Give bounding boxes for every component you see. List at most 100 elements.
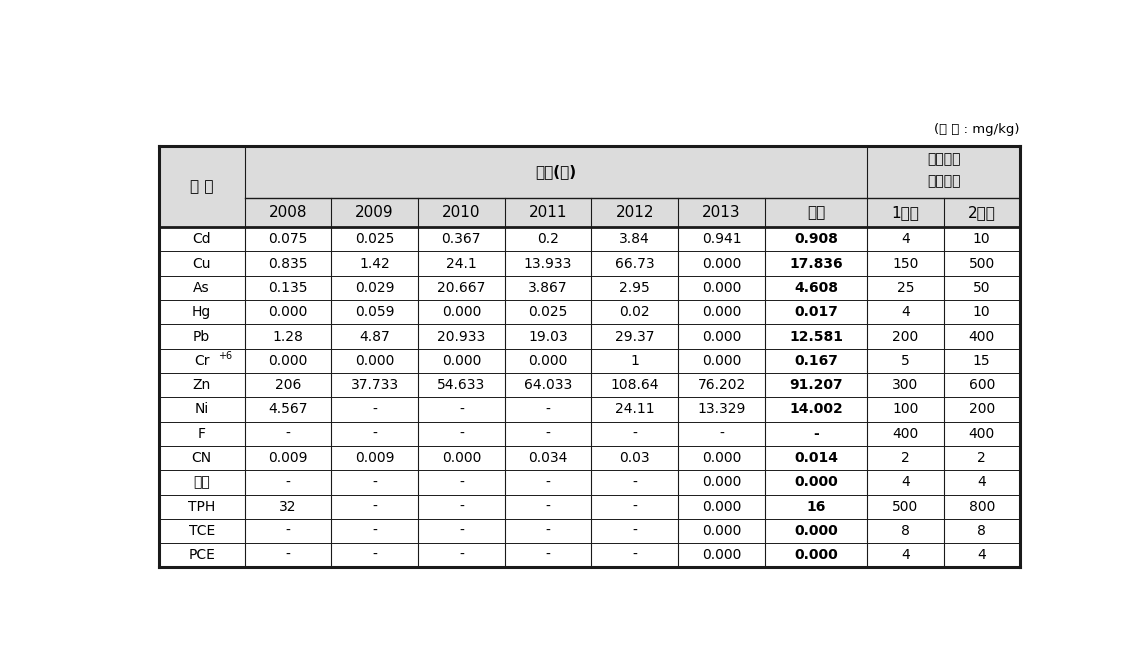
Text: -: -	[458, 549, 464, 562]
Text: 800: 800	[968, 500, 994, 514]
Text: 0.000: 0.000	[702, 549, 741, 562]
Text: 0.000: 0.000	[702, 524, 741, 538]
Text: -: -	[632, 475, 638, 489]
Text: 600: 600	[968, 378, 994, 392]
Text: 0.000: 0.000	[702, 451, 741, 465]
Text: 37.733: 37.733	[351, 378, 399, 392]
Text: 0.017: 0.017	[794, 306, 838, 319]
Text: -: -	[286, 475, 290, 489]
Text: (단 위 : mg/kg): (단 위 : mg/kg)	[934, 123, 1020, 136]
Text: 200: 200	[893, 330, 919, 344]
Text: 14.002: 14.002	[789, 402, 842, 417]
Text: 8: 8	[977, 524, 986, 538]
Text: 3.84: 3.84	[620, 232, 650, 246]
Text: 32: 32	[279, 500, 297, 514]
Text: 24.11: 24.11	[615, 402, 655, 417]
Text: 29.37: 29.37	[615, 330, 655, 344]
Text: 19.03: 19.03	[528, 330, 568, 344]
Text: CN: CN	[192, 451, 211, 465]
Bar	[159, 470, 1020, 495]
Text: 0.03: 0.03	[620, 451, 650, 465]
Text: 4: 4	[901, 475, 910, 489]
Text: -: -	[458, 475, 464, 489]
Text: 0.000: 0.000	[702, 330, 741, 344]
Text: -: -	[286, 427, 290, 441]
Text: 64.033: 64.033	[523, 378, 573, 392]
Text: -: -	[373, 475, 377, 489]
Text: 1지역: 1지역	[892, 205, 919, 220]
Text: 1.28: 1.28	[272, 330, 303, 344]
Text: 4.567: 4.567	[269, 402, 307, 417]
Text: -: -	[545, 524, 551, 538]
Bar	[159, 300, 1020, 324]
Text: -: -	[458, 524, 464, 538]
Text: 0.000: 0.000	[794, 524, 838, 538]
Text: 500: 500	[893, 500, 919, 514]
Text: 66.73: 66.73	[615, 257, 655, 270]
Text: 206: 206	[274, 378, 301, 392]
Text: -: -	[373, 402, 377, 417]
Text: 2.95: 2.95	[620, 281, 650, 295]
Text: 0.000: 0.000	[702, 500, 741, 514]
Text: 0.000: 0.000	[441, 354, 481, 368]
Text: 54.633: 54.633	[438, 378, 486, 392]
Text: 2008: 2008	[269, 205, 307, 220]
Text: 300: 300	[893, 378, 919, 392]
Text: +6: +6	[217, 351, 232, 361]
Text: -: -	[373, 500, 377, 514]
Text: 페놀: 페놀	[193, 475, 210, 489]
Text: 15: 15	[973, 354, 991, 368]
Text: 24.1: 24.1	[446, 257, 477, 270]
Text: PCE: PCE	[189, 549, 215, 562]
Text: 0.029: 0.029	[354, 281, 394, 295]
Text: 17.836: 17.836	[790, 257, 842, 270]
Text: 91.207: 91.207	[790, 378, 842, 392]
Text: 구 분: 구 분	[190, 179, 214, 194]
Text: -: -	[632, 500, 638, 514]
Text: 0.02: 0.02	[620, 306, 650, 319]
Bar	[159, 543, 1020, 567]
Text: -: -	[632, 549, 638, 562]
Text: -: -	[373, 549, 377, 562]
Text: Hg: Hg	[192, 306, 211, 319]
Text: -: -	[632, 524, 638, 538]
Text: 500: 500	[968, 257, 994, 270]
Text: -: -	[813, 427, 818, 441]
Bar	[159, 348, 1020, 373]
Text: 3.867: 3.867	[528, 281, 568, 295]
Text: 0.000: 0.000	[355, 354, 394, 368]
Text: 2011: 2011	[529, 205, 567, 220]
Text: 0.000: 0.000	[441, 306, 481, 319]
Bar	[159, 495, 1020, 519]
Text: 25: 25	[896, 281, 914, 295]
Text: 평균: 평균	[807, 205, 825, 220]
Text: 연도(년): 연도(년)	[535, 164, 576, 179]
Text: 우려기준: 우려기준	[927, 174, 960, 188]
Text: 0.2: 0.2	[537, 232, 559, 246]
Text: -: -	[373, 427, 377, 441]
Text: 4: 4	[901, 306, 910, 319]
Text: -: -	[545, 549, 551, 562]
Text: 400: 400	[968, 330, 994, 344]
Text: 0.034: 0.034	[528, 451, 568, 465]
Text: 4.608: 4.608	[794, 281, 838, 295]
Text: 2012: 2012	[616, 205, 654, 220]
Text: 4: 4	[901, 232, 910, 246]
Bar	[159, 276, 1020, 300]
Text: 4.87: 4.87	[359, 330, 390, 344]
Text: 0.025: 0.025	[355, 232, 394, 246]
Bar	[159, 324, 1020, 348]
Text: -: -	[719, 427, 724, 441]
Text: 0.367: 0.367	[441, 232, 481, 246]
Text: -: -	[632, 427, 638, 441]
Text: Ni: Ni	[194, 402, 209, 417]
Bar	[159, 422, 1020, 446]
Text: -: -	[286, 524, 290, 538]
Text: 76.202: 76.202	[697, 378, 745, 392]
Text: 0.059: 0.059	[354, 306, 394, 319]
Text: 0.000: 0.000	[794, 475, 838, 489]
Text: 2010: 2010	[442, 205, 480, 220]
Text: 4: 4	[977, 549, 986, 562]
Text: TPH: TPH	[189, 500, 215, 514]
Bar	[159, 519, 1020, 543]
